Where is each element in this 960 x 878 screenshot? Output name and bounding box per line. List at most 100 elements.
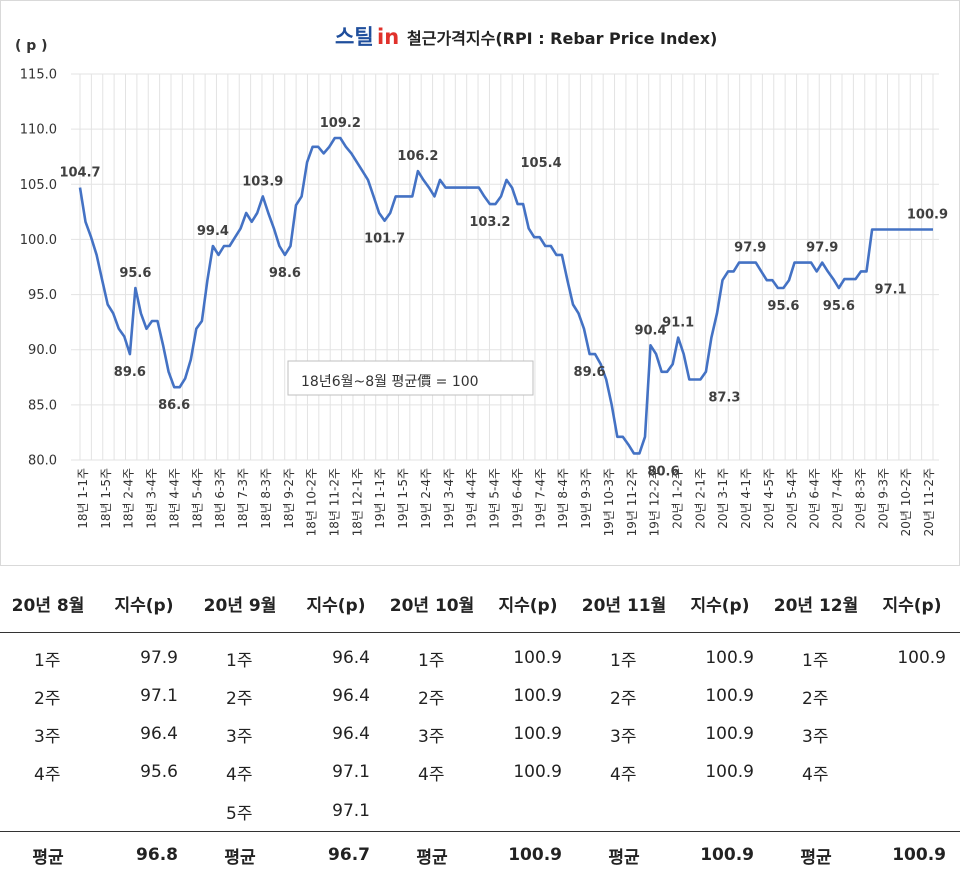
value-cell: 100.9 <box>672 677 768 715</box>
week-cell <box>384 791 480 832</box>
data-label: 89.6 <box>574 365 606 380</box>
x-tick-label: 19년 1-1주 <box>373 468 387 529</box>
value-cell <box>672 791 768 832</box>
data-label: 91.1 <box>662 316 694 331</box>
x-tick-label: 18년 2-4주 <box>122 468 136 529</box>
average-label: 평균 <box>384 832 480 878</box>
value-cell: 100.9 <box>480 753 576 791</box>
x-tick-label: 19년 7-4주 <box>533 468 547 529</box>
logo-main-text: 스틸 <box>335 25 374 49</box>
week-cell: 1주 <box>192 633 288 678</box>
x-tick-label: 19년 2-4주 <box>419 468 433 529</box>
week-cell: 4주 <box>768 753 864 791</box>
average-value: 100.9 <box>864 832 960 878</box>
x-tick-label: 18년 8-3주 <box>259 468 273 529</box>
logo-accent-text: in <box>377 25 399 49</box>
x-tick-label: 20년 10-2주 <box>899 468 913 536</box>
x-tick-label: 18년 5-4주 <box>190 468 204 529</box>
value-cell: 96.4 <box>288 677 384 715</box>
data-label: 95.6 <box>767 299 799 314</box>
header-aug: 20년 8월 <box>0 574 96 633</box>
data-label: 109.2 <box>320 116 361 131</box>
value-cell: 97.1 <box>288 791 384 832</box>
data-label: 95.6 <box>823 299 855 314</box>
x-tick-label: 20년 4-1주 <box>739 468 753 529</box>
data-label: 95.6 <box>119 266 151 281</box>
week-cell: 3주 <box>768 715 864 753</box>
week-cell: 3주 <box>0 715 96 753</box>
value-cell <box>480 791 576 832</box>
week-cell: 2주 <box>0 677 96 715</box>
week-cell <box>768 791 864 832</box>
week-cell: 2주 <box>192 677 288 715</box>
average-value: 96.7 <box>288 832 384 878</box>
y-tick-label: 100.0 <box>20 233 57 248</box>
y-tick-label: 115.0 <box>20 68 57 83</box>
title-text: 철근가격지수(RPI : Rebar Price Index) <box>407 29 717 48</box>
average-value: 100.9 <box>480 832 576 878</box>
x-tick-label: 19년 4-4주 <box>465 468 479 529</box>
average-label: 평균 <box>0 832 96 878</box>
value-cell: 100.9 <box>480 677 576 715</box>
x-tick-label: 19년 5-4주 <box>488 468 502 529</box>
table-row: 2주 97.1 2주 96.4 2주 100.9 2주 100.9 2주 <box>0 677 960 715</box>
x-tick-label: 18년 1-5주 <box>99 468 113 529</box>
value-cell: 100.9 <box>672 715 768 753</box>
x-tick-label: 19년 10-3주 <box>602 468 616 536</box>
table-row: 5주 97.1 <box>0 791 960 832</box>
x-tick-label: 18년 1-1주 <box>76 468 90 529</box>
data-label: 86.6 <box>158 398 190 413</box>
week-cell: 4주 <box>192 753 288 791</box>
table-row: 1주 97.9 1주 96.4 1주 100.9 1주 100.9 1주 100… <box>0 633 960 678</box>
data-label: 104.7 <box>59 166 100 181</box>
data-label: 99.4 <box>197 224 229 239</box>
header-oct: 20년 10월 <box>384 574 480 633</box>
average-label: 평균 <box>576 832 672 878</box>
x-tick-label: 18년 10-2주 <box>305 468 319 536</box>
y-axis-label: ( p ) <box>15 38 48 54</box>
data-label: 89.6 <box>114 365 146 380</box>
data-label: 103.2 <box>469 215 510 230</box>
chart-title: 스틸 in 철근가격지수(RPI : Rebar Price Index) <box>335 25 717 49</box>
week-cell: 2주 <box>576 677 672 715</box>
value-cell: 100.9 <box>672 753 768 791</box>
value-cell <box>864 677 960 715</box>
data-label: 80.6 <box>647 464 679 479</box>
average-label: 평균 <box>768 832 864 878</box>
value-cell: 100.9 <box>480 715 576 753</box>
value-cell: 100.9 <box>480 633 576 678</box>
data-label: 100.9 <box>907 208 948 223</box>
week-cell: 2주 <box>384 677 480 715</box>
value-cell: 97.9 <box>96 633 192 678</box>
x-tick-label: 20년 8-3주 <box>853 468 867 529</box>
data-label: 106.2 <box>397 149 438 164</box>
value-cell: 96.4 <box>96 715 192 753</box>
table-header-row: 20년 8월 지수(p) 20년 9월 지수(p) 20년 10월 지수(p) … <box>0 574 960 633</box>
value-cell: 96.4 <box>288 633 384 678</box>
week-cell: 4주 <box>0 753 96 791</box>
data-label: 97.1 <box>875 282 907 297</box>
y-tick-label: 90.0 <box>28 343 57 358</box>
y-tick-label: 110.0 <box>20 123 57 138</box>
table-row: 4주 95.6 4주 97.1 4주 100.9 4주 100.9 4주 <box>0 753 960 791</box>
value-cell <box>864 715 960 753</box>
week-cell: 4주 <box>576 753 672 791</box>
week-cell: 3주 <box>192 715 288 753</box>
chart-panel: 스틸 in 철근가격지수(RPI : Rebar Price Index) ( … <box>0 0 960 566</box>
x-tick-label: 18년 11-2주 <box>328 468 342 536</box>
average-label: 평균 <box>192 832 288 878</box>
average-row: 평균 96.8 평균 96.7 평균 100.9 평균 100.9 평균 100… <box>0 832 960 878</box>
x-tick-label: 18년 9-2주 <box>282 468 296 529</box>
header-dec: 20년 12월 <box>768 574 864 633</box>
value-cell <box>96 791 192 832</box>
data-label: 97.9 <box>734 241 766 256</box>
header-sep: 20년 9월 <box>192 574 288 633</box>
x-tick-label: 20년 7-4주 <box>831 468 845 529</box>
week-cell: 3주 <box>576 715 672 753</box>
x-tick-label: 20년 11-2주 <box>922 468 936 536</box>
header-index: 지수(p) <box>480 574 576 633</box>
data-label: 87.3 <box>708 390 740 405</box>
x-tick-label: 19년 3-4주 <box>442 468 456 529</box>
week-cell: 1주 <box>0 633 96 678</box>
